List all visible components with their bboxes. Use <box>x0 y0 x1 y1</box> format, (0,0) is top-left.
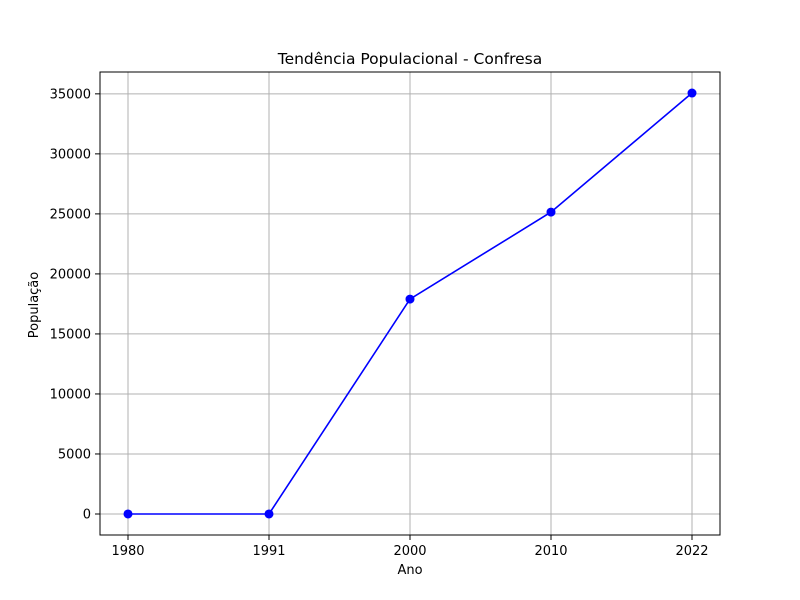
chart-title: Tendência Populacional - Confresa <box>277 50 543 68</box>
y-tick-label: 35000 <box>50 87 91 102</box>
ticks: 1980 1991 2000 2010 2022 0 5000 10000 15000 20000… <box>50 87 709 559</box>
y-tick-label: 30000 <box>50 147 91 162</box>
x-tick-label: 2010 <box>534 544 567 559</box>
data-point <box>546 207 556 217</box>
data-point <box>123 509 133 519</box>
x-tick-label: 1991 <box>252 544 285 559</box>
data-point <box>405 294 415 304</box>
series-layer <box>123 88 697 519</box>
y-tick-label: 10000 <box>50 387 91 402</box>
x-tick-label: 1980 <box>111 544 144 559</box>
y-tick-label: 5000 <box>58 447 91 462</box>
y-tick-label: 0 <box>83 507 91 522</box>
y-tick-label: 20000 <box>50 267 91 282</box>
y-axis-label: População <box>27 272 42 339</box>
data-point <box>264 509 274 519</box>
x-axis-label: Ano <box>397 563 422 578</box>
x-tick-label: 2000 <box>393 544 426 559</box>
x-tick-label: 2022 <box>675 544 708 559</box>
y-tick-label: 15000 <box>50 327 91 342</box>
data-point <box>687 88 697 98</box>
y-tick-label: 25000 <box>50 207 91 222</box>
